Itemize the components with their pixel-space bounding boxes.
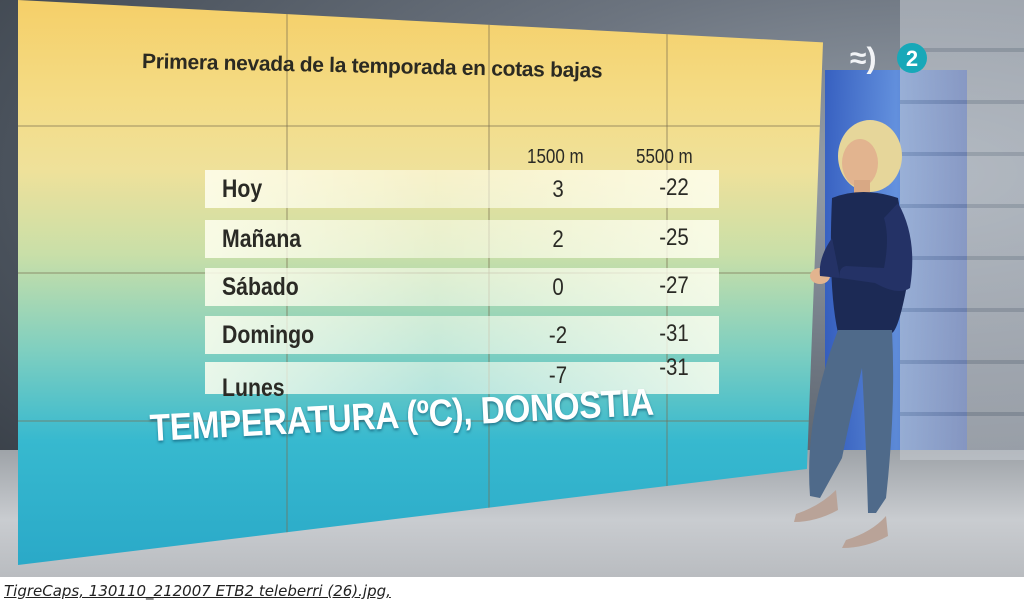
tv-frame: Primera nevada de la temporada en cotas … <box>0 0 1024 577</box>
temp-5500: -31 <box>659 354 689 381</box>
image-credit: TigreCaps, 130110_212007 ETB2 teleberri … <box>4 582 391 600</box>
temp-1500: -7 <box>548 362 568 389</box>
day-label: Sábado <box>222 273 299 301</box>
studio-wall-cubes <box>900 0 1024 460</box>
column-header-1500: 1500 m <box>527 146 584 168</box>
table-row: Mañana 2 -25 <box>205 220 719 258</box>
temp-1500: 0 <box>552 274 564 301</box>
table-row: Domingo -2 -31 <box>205 316 719 354</box>
day-label: Lunes <box>222 374 285 402</box>
temp-1500: 2 <box>552 226 564 253</box>
day-label: Mañana <box>222 225 302 253</box>
table-row: Sábado 0 -27 <box>205 268 719 306</box>
temp-1500: 3 <box>552 176 564 203</box>
temp-5500: -22 <box>659 174 689 201</box>
channel-logo: ≈) 2 <box>848 38 930 83</box>
presenter <box>780 118 930 563</box>
logo-digit: 2 <box>906 46 918 71</box>
temp-5500: -31 <box>659 320 689 347</box>
temp-5500: -25 <box>659 224 689 251</box>
column-header-5500: 5500 m <box>636 146 693 168</box>
screen-seam <box>18 125 823 127</box>
screen-seam <box>18 420 823 422</box>
table-row: Lunes -7 -31 <box>205 354 719 402</box>
day-label: Hoy <box>222 175 263 203</box>
temp-5500: -27 <box>659 272 689 299</box>
day-label: Domingo <box>222 321 315 349</box>
temp-1500: -2 <box>548 322 568 349</box>
table-row: Hoy 3 -22 <box>205 170 719 208</box>
svg-text:≈): ≈) <box>850 42 876 75</box>
etb-logo-icon: ≈) 2 <box>850 42 927 75</box>
